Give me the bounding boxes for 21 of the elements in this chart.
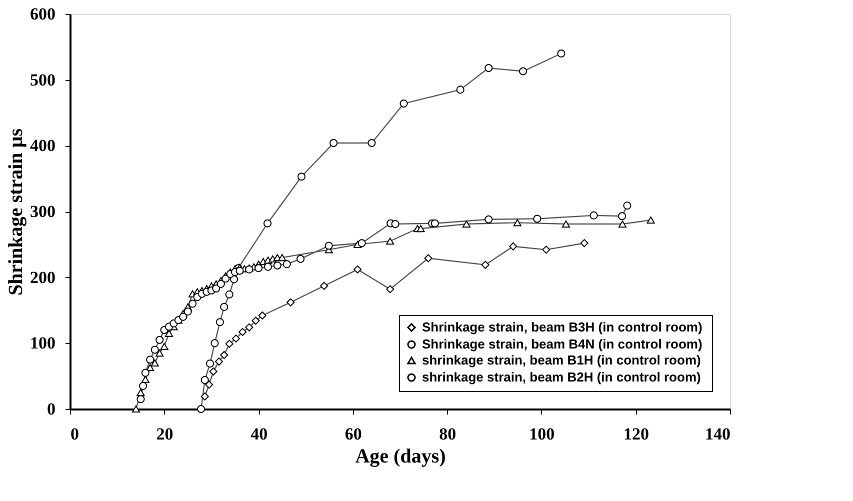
x-tick-label: 60 <box>344 424 362 444</box>
x-tick-label: 40 <box>250 424 268 444</box>
legend-label: shrinkage strain, beam B2H (in control room) <box>422 370 701 384</box>
y-tick-label: 400 <box>30 136 56 156</box>
y-tick-label: 100 <box>30 334 56 353</box>
y-tick-label: 600 <box>30 4 56 24</box>
x-tick-label: 100 <box>529 424 555 444</box>
y-tick-label: 0 <box>47 400 56 418</box>
y-tick-label: 200 <box>30 268 56 287</box>
legend-label: Shrinkage strain, beam B4N (in control room) <box>422 336 702 352</box>
x-tick-label: 20 <box>156 424 174 444</box>
x-tick-label: 80 <box>439 424 456 444</box>
x-tick-label: 120 <box>623 424 649 444</box>
legend-label: Shrinkage strain, beam B3H (in control room) <box>422 320 702 334</box>
x-tick-label: 0 <box>70 424 79 444</box>
legend-label: shrinkage strain, beam B1H (in control room) <box>422 352 701 368</box>
x-tick-label: 140 <box>705 424 730 444</box>
y-tick-label: 300 <box>30 202 56 221</box>
x-axis-title: Age (days) <box>355 446 446 468</box>
y-axis-title: Shrinkage strain µs <box>5 128 27 296</box>
y-tick-label: 500 <box>30 70 56 90</box>
